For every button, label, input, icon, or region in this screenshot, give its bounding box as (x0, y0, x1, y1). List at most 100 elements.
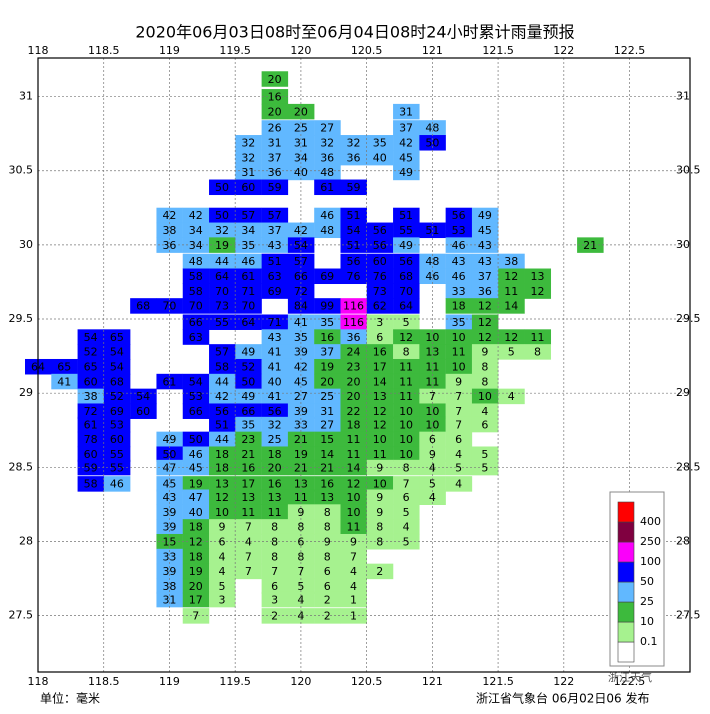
x-tick-label: 122.5 (614, 675, 646, 688)
rain-cell (314, 431, 341, 448)
station-value: 12 (504, 270, 518, 283)
rain-cell (340, 179, 367, 196)
y-tick-label: 28.5 (9, 460, 34, 473)
rain-cell (287, 416, 315, 433)
rain-cell (340, 314, 367, 330)
x-tick-label: 122.5 (614, 44, 646, 57)
rain-cell (182, 504, 210, 520)
rain-cell (340, 268, 367, 285)
rain-cell (130, 403, 157, 419)
rain-cell (393, 283, 420, 299)
station-value: 41 (57, 375, 71, 388)
rain-cell (103, 344, 131, 360)
station-value: 11 (399, 390, 413, 403)
station-value: 16 (241, 461, 255, 474)
rain-cell (393, 431, 420, 448)
station-value: 7 (245, 521, 252, 534)
station-value: 5 (481, 461, 488, 474)
rain-cell (261, 578, 289, 594)
station-value: 12 (346, 478, 360, 491)
station-value: 56 (452, 209, 466, 222)
station-value: 38 (84, 390, 98, 403)
station-value: 32 (241, 151, 255, 164)
y-tick-label: 31 (676, 90, 690, 103)
x-tick-label: 122 (553, 675, 574, 688)
rain-cell (393, 253, 420, 270)
rain-cell (235, 504, 262, 520)
station-value: 47 (162, 461, 176, 474)
rain-cell (314, 358, 341, 375)
station-value: 50 (162, 448, 176, 461)
station-value: 35 (373, 137, 387, 150)
station-value: 41 (268, 390, 282, 403)
legend: 0.1 10 25 50 100 250 400 (609, 491, 665, 667)
station-value: 12 (504, 331, 518, 344)
station-value: 56 (399, 255, 413, 268)
station-value: 16 (373, 346, 387, 359)
rain-cell (235, 358, 262, 375)
rain-cell (182, 446, 210, 462)
station-value: 10 (346, 491, 360, 504)
station-value: 46 (320, 209, 334, 222)
station-value: 10 (346, 506, 360, 519)
y-tick-label: 29.5 (676, 312, 701, 325)
rain-cell (498, 388, 525, 405)
station-value: 35 (452, 316, 466, 329)
station-value: 4 (245, 535, 252, 548)
station-value: 19 (189, 565, 203, 578)
station-value: 18 (268, 448, 282, 461)
rain-cell (182, 268, 210, 285)
x-tick-label: 121 (422, 44, 443, 57)
rain-cell (77, 344, 105, 360)
rain-cell (235, 416, 262, 433)
station-value: 4 (350, 565, 357, 578)
station-value: 4 (403, 521, 410, 534)
station-value: 20 (268, 461, 282, 474)
station-value: 60 (241, 181, 255, 194)
station-value: 48 (425, 122, 439, 135)
rain-cell (314, 403, 341, 419)
station-value: 61 (162, 375, 176, 388)
station-value: 6 (219, 535, 226, 548)
rain-cell (156, 548, 183, 565)
rain-cell (393, 416, 420, 433)
rain-cell (366, 314, 394, 330)
station-value: 1 (350, 593, 357, 606)
legend-label: 400 (640, 515, 661, 528)
rain-cell (261, 329, 289, 345)
station-value: 5 (508, 346, 515, 359)
station-value: 14 (373, 375, 387, 388)
rain-cell (235, 237, 262, 253)
rain-cell (314, 446, 341, 462)
rain-cell (235, 283, 262, 299)
rain-cell (314, 373, 341, 390)
station-value: 35 (241, 418, 255, 431)
x-tick-label: 121.5 (482, 675, 514, 688)
station-value: 36 (162, 239, 176, 252)
rain-cell (182, 489, 210, 505)
station-value: 6 (455, 433, 462, 446)
station-value: 13 (531, 270, 545, 283)
station-value: 56 (215, 405, 229, 418)
rain-cell (314, 344, 341, 360)
rain-cell (471, 253, 499, 270)
rain-cell (209, 476, 236, 492)
station-value: 16 (320, 331, 334, 344)
station-value: 4 (508, 390, 515, 403)
map-title: 2020年06月03日08时至06月04日08时24小时累计雨量预报 (135, 23, 574, 42)
station-value: 7 (455, 418, 462, 431)
rain-cell (393, 358, 420, 375)
station-value: 13 (425, 346, 439, 359)
rain-cell (235, 489, 262, 505)
station-value: 3 (219, 593, 226, 606)
rain-cell (498, 268, 525, 285)
rain-cell (103, 388, 131, 405)
rain-cell (209, 519, 236, 535)
station-value: 42 (215, 390, 229, 403)
station-value: 31 (294, 137, 308, 150)
station-value: 39 (294, 346, 308, 359)
rain-cell (393, 446, 420, 462)
rain-cell (340, 591, 367, 608)
station-value: 9 (219, 521, 226, 534)
